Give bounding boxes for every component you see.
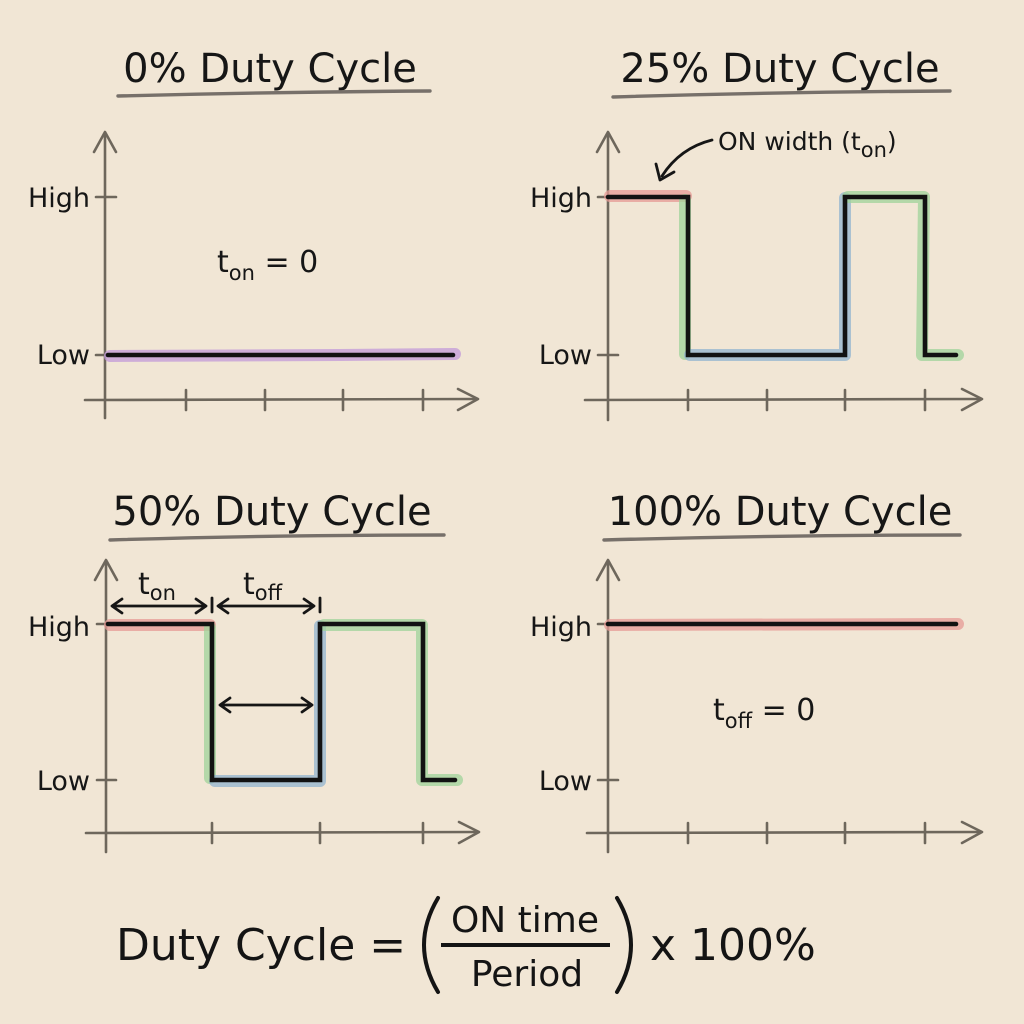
on-highlight-2: [318, 619, 463, 786]
panel-title: 25% Duty Cycle: [620, 46, 939, 92]
right-paren: [615, 896, 633, 994]
formula-multiplier: x 100%: [650, 920, 816, 971]
callout-arrowhead-icon: [654, 162, 676, 182]
title-underline: [602, 533, 962, 542]
panel-100-percent: 100% Duty Cycle High Low toff = 0: [530, 489, 984, 854]
panel-50-percent: 50% Duty Cycle High Low ton toff: [28, 489, 481, 854]
callout-arrow-icon: [660, 138, 714, 178]
title-underline: [108, 533, 446, 542]
panel-title: 100% Duty Cycle: [608, 489, 953, 535]
off-highlight: [684, 192, 851, 361]
low-interval-arrow-icon: [218, 696, 314, 714]
panel-title: 0% Duty Cycle: [123, 46, 417, 92]
title-underline: [611, 89, 952, 99]
y-axis-arrow-icon: [93, 558, 119, 582]
y-label-low: Low: [37, 766, 90, 797]
x-axis-arrow-icon: [456, 387, 480, 412]
title-underline: [116, 89, 432, 98]
y-axis-arrow-icon: [595, 558, 621, 582]
y-label-low: Low: [37, 340, 90, 371]
y-label-high: High: [28, 612, 90, 643]
formula-denominator: Period: [471, 954, 583, 995]
x-axis-arrow-icon: [457, 820, 481, 845]
y-axis-arrow-icon: [92, 130, 118, 154]
on-highlight-2: [842, 191, 964, 361]
dimension-tick: [210, 596, 322, 614]
ton-zero-label: ton = 0: [217, 245, 318, 285]
formula-numerator: ON time: [451, 900, 599, 941]
y-label-high: High: [530, 612, 592, 643]
y-label-low: Low: [539, 340, 592, 371]
y-label-high: High: [28, 183, 90, 214]
axes: [84, 558, 481, 854]
panel-title: 50% Duty Cycle: [112, 489, 431, 535]
ton-dimension-arrow-icon: [110, 597, 208, 615]
x-axis-arrow-icon: [960, 820, 984, 845]
ton-label: ton: [138, 567, 176, 605]
axes: [83, 130, 480, 420]
duty-cycle-formula: Duty Cycle = ON time Period x 100%: [116, 896, 816, 995]
panel-25-percent: 25% Duty Cycle High Low ON width (ton): [530, 46, 984, 422]
toff-label: toff: [243, 567, 283, 605]
panel-0-percent: 0% Duty Cycle High Low ton = 0: [28, 46, 480, 420]
off-highlight: [209, 620, 326, 787]
left-paren: [422, 896, 440, 994]
y-label-low: Low: [539, 766, 592, 797]
x-axis-arrow-icon: [960, 387, 984, 412]
formula-lhs: Duty Cycle =: [116, 920, 406, 971]
on-width-label: ON width (ton): [718, 127, 897, 162]
y-axis-arrow-icon: [595, 130, 621, 154]
toff-dimension-arrow-icon: [216, 597, 316, 615]
toff-zero-label: toff = 0: [713, 693, 815, 733]
signal-line: [105, 621, 458, 783]
y-label-high: High: [530, 183, 592, 214]
signal-line: [605, 194, 959, 358]
